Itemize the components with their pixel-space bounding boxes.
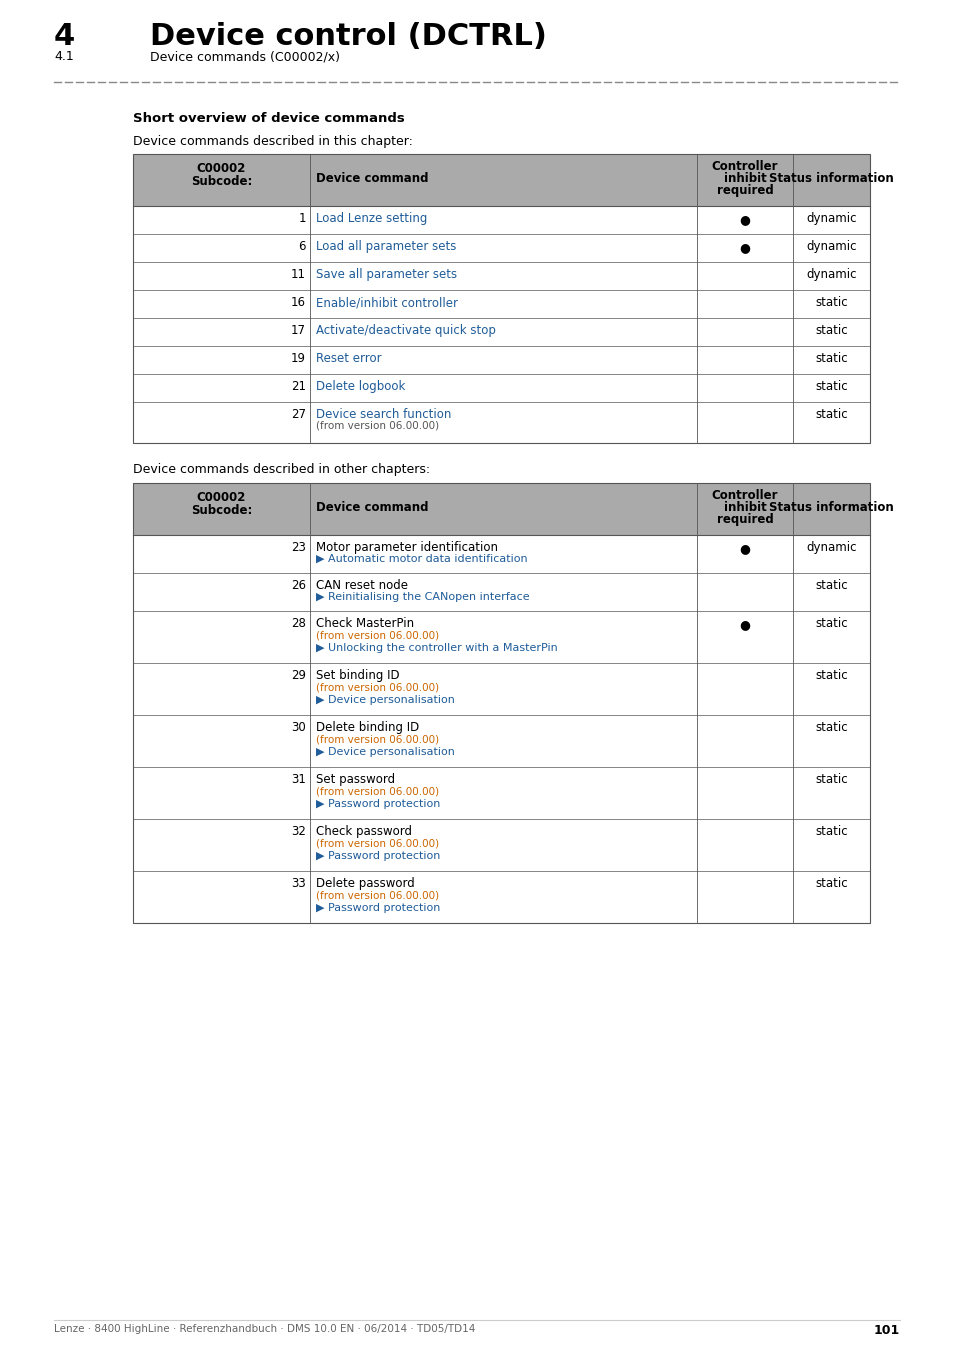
Text: 4.1: 4.1 <box>54 50 73 63</box>
Text: required: required <box>716 513 773 526</box>
Text: 26: 26 <box>291 579 306 593</box>
Text: Device commands (C00002/x): Device commands (C00002/x) <box>150 50 339 63</box>
Text: Delete logbook: Delete logbook <box>315 379 405 393</box>
Text: Status information: Status information <box>768 171 893 185</box>
Text: Device command: Device command <box>315 171 428 185</box>
Text: static: static <box>814 774 847 786</box>
Text: ●: ● <box>739 242 750 254</box>
Text: ▶ Device personalisation: ▶ Device personalisation <box>315 747 455 757</box>
Text: 6: 6 <box>298 240 306 252</box>
Text: dynamic: dynamic <box>805 541 856 554</box>
Text: 11: 11 <box>291 269 306 281</box>
Text: CAN reset node: CAN reset node <box>315 579 408 593</box>
Text: Device control (DCTRL): Device control (DCTRL) <box>150 22 546 51</box>
Text: Reset error: Reset error <box>315 352 381 365</box>
Text: ▶ Unlocking the controller with a MasterPin: ▶ Unlocking the controller with a Master… <box>315 643 558 653</box>
Text: required: required <box>716 184 773 197</box>
Text: ●: ● <box>739 213 750 225</box>
Bar <box>132 154 869 207</box>
Text: static: static <box>814 408 847 421</box>
Text: Subcode:: Subcode: <box>191 176 252 188</box>
Bar <box>132 483 869 535</box>
Text: (from version 06.00.00): (from version 06.00.00) <box>315 630 438 640</box>
Text: Activate/deactivate quick stop: Activate/deactivate quick stop <box>315 324 496 338</box>
Text: static: static <box>814 324 847 338</box>
Bar <box>132 483 869 923</box>
Text: Set binding ID: Set binding ID <box>315 670 399 682</box>
Text: ▶ Password protection: ▶ Password protection <box>315 799 440 809</box>
Text: ●: ● <box>739 541 750 555</box>
Text: (from version 06.00.00): (from version 06.00.00) <box>315 734 438 744</box>
Text: 21: 21 <box>291 379 306 393</box>
Text: static: static <box>814 617 847 630</box>
Text: Check MasterPin: Check MasterPin <box>315 617 414 630</box>
Text: static: static <box>814 379 847 393</box>
Text: C00002: C00002 <box>196 162 246 176</box>
Text: static: static <box>814 352 847 365</box>
Text: 101: 101 <box>873 1324 899 1336</box>
Text: 28: 28 <box>291 617 306 630</box>
Text: dynamic: dynamic <box>805 212 856 225</box>
Text: (from version 06.00.00): (from version 06.00.00) <box>315 838 438 848</box>
Text: ▶ Password protection: ▶ Password protection <box>315 850 440 861</box>
Text: Save all parameter sets: Save all parameter sets <box>315 269 456 281</box>
Text: Controller: Controller <box>711 489 778 502</box>
Text: (from version 06.00.00): (from version 06.00.00) <box>315 786 438 796</box>
Text: Motor parameter identification: Motor parameter identification <box>315 541 497 554</box>
Text: inhibit: inhibit <box>723 171 765 185</box>
Text: 17: 17 <box>291 324 306 338</box>
Text: 16: 16 <box>291 296 306 309</box>
Text: 30: 30 <box>291 721 306 734</box>
Text: 29: 29 <box>291 670 306 682</box>
Text: 27: 27 <box>291 408 306 421</box>
Text: Status information: Status information <box>768 501 893 514</box>
Text: Enable/inhibit controller: Enable/inhibit controller <box>315 296 457 309</box>
Text: static: static <box>814 579 847 593</box>
Text: Delete password: Delete password <box>315 878 415 890</box>
Text: static: static <box>814 878 847 890</box>
Text: (from version 06.00.00): (from version 06.00.00) <box>315 890 438 900</box>
Text: Device command: Device command <box>315 501 428 514</box>
Text: Load Lenze setting: Load Lenze setting <box>315 212 427 225</box>
Text: Load all parameter sets: Load all parameter sets <box>315 240 456 252</box>
Text: Lenze · 8400 HighLine · Referenzhandbuch · DMS 10.0 EN · 06/2014 · TD05/TD14: Lenze · 8400 HighLine · Referenzhandbuch… <box>54 1324 475 1334</box>
Text: static: static <box>814 670 847 682</box>
Text: 1: 1 <box>298 212 306 225</box>
Text: 33: 33 <box>291 878 306 890</box>
Text: 4: 4 <box>54 22 75 51</box>
Text: inhibit: inhibit <box>723 501 765 514</box>
Text: 31: 31 <box>291 774 306 786</box>
Text: static: static <box>814 825 847 838</box>
Text: C00002: C00002 <box>196 491 246 504</box>
Text: Delete binding ID: Delete binding ID <box>315 721 418 734</box>
Text: 23: 23 <box>291 541 306 554</box>
Text: 19: 19 <box>291 352 306 365</box>
Text: ▶ Device personalisation: ▶ Device personalisation <box>315 695 455 705</box>
Text: (from version 06.00.00): (from version 06.00.00) <box>315 682 438 693</box>
Text: ●: ● <box>739 618 750 630</box>
Text: Short overview of device commands: Short overview of device commands <box>132 112 404 126</box>
Text: Device search function: Device search function <box>315 408 451 421</box>
Text: Subcode:: Subcode: <box>191 504 252 517</box>
Text: Check password: Check password <box>315 825 412 838</box>
Bar <box>132 154 869 443</box>
Text: 32: 32 <box>291 825 306 838</box>
Text: ▶ Reinitialising the CANopen interface: ▶ Reinitialising the CANopen interface <box>315 593 529 602</box>
Text: ▶ Automatic motor data identification: ▶ Automatic motor data identification <box>315 554 527 564</box>
Text: static: static <box>814 296 847 309</box>
Text: Device commands described in other chapters:: Device commands described in other chapt… <box>132 463 430 477</box>
Text: Set password: Set password <box>315 774 395 786</box>
Text: ▶ Password protection: ▶ Password protection <box>315 903 440 913</box>
Text: Controller: Controller <box>711 161 778 173</box>
Text: dynamic: dynamic <box>805 269 856 281</box>
Text: Device commands described in this chapter:: Device commands described in this chapte… <box>132 135 413 148</box>
Text: (from version 06.00.00): (from version 06.00.00) <box>315 421 438 431</box>
Text: dynamic: dynamic <box>805 240 856 252</box>
Text: static: static <box>814 721 847 734</box>
